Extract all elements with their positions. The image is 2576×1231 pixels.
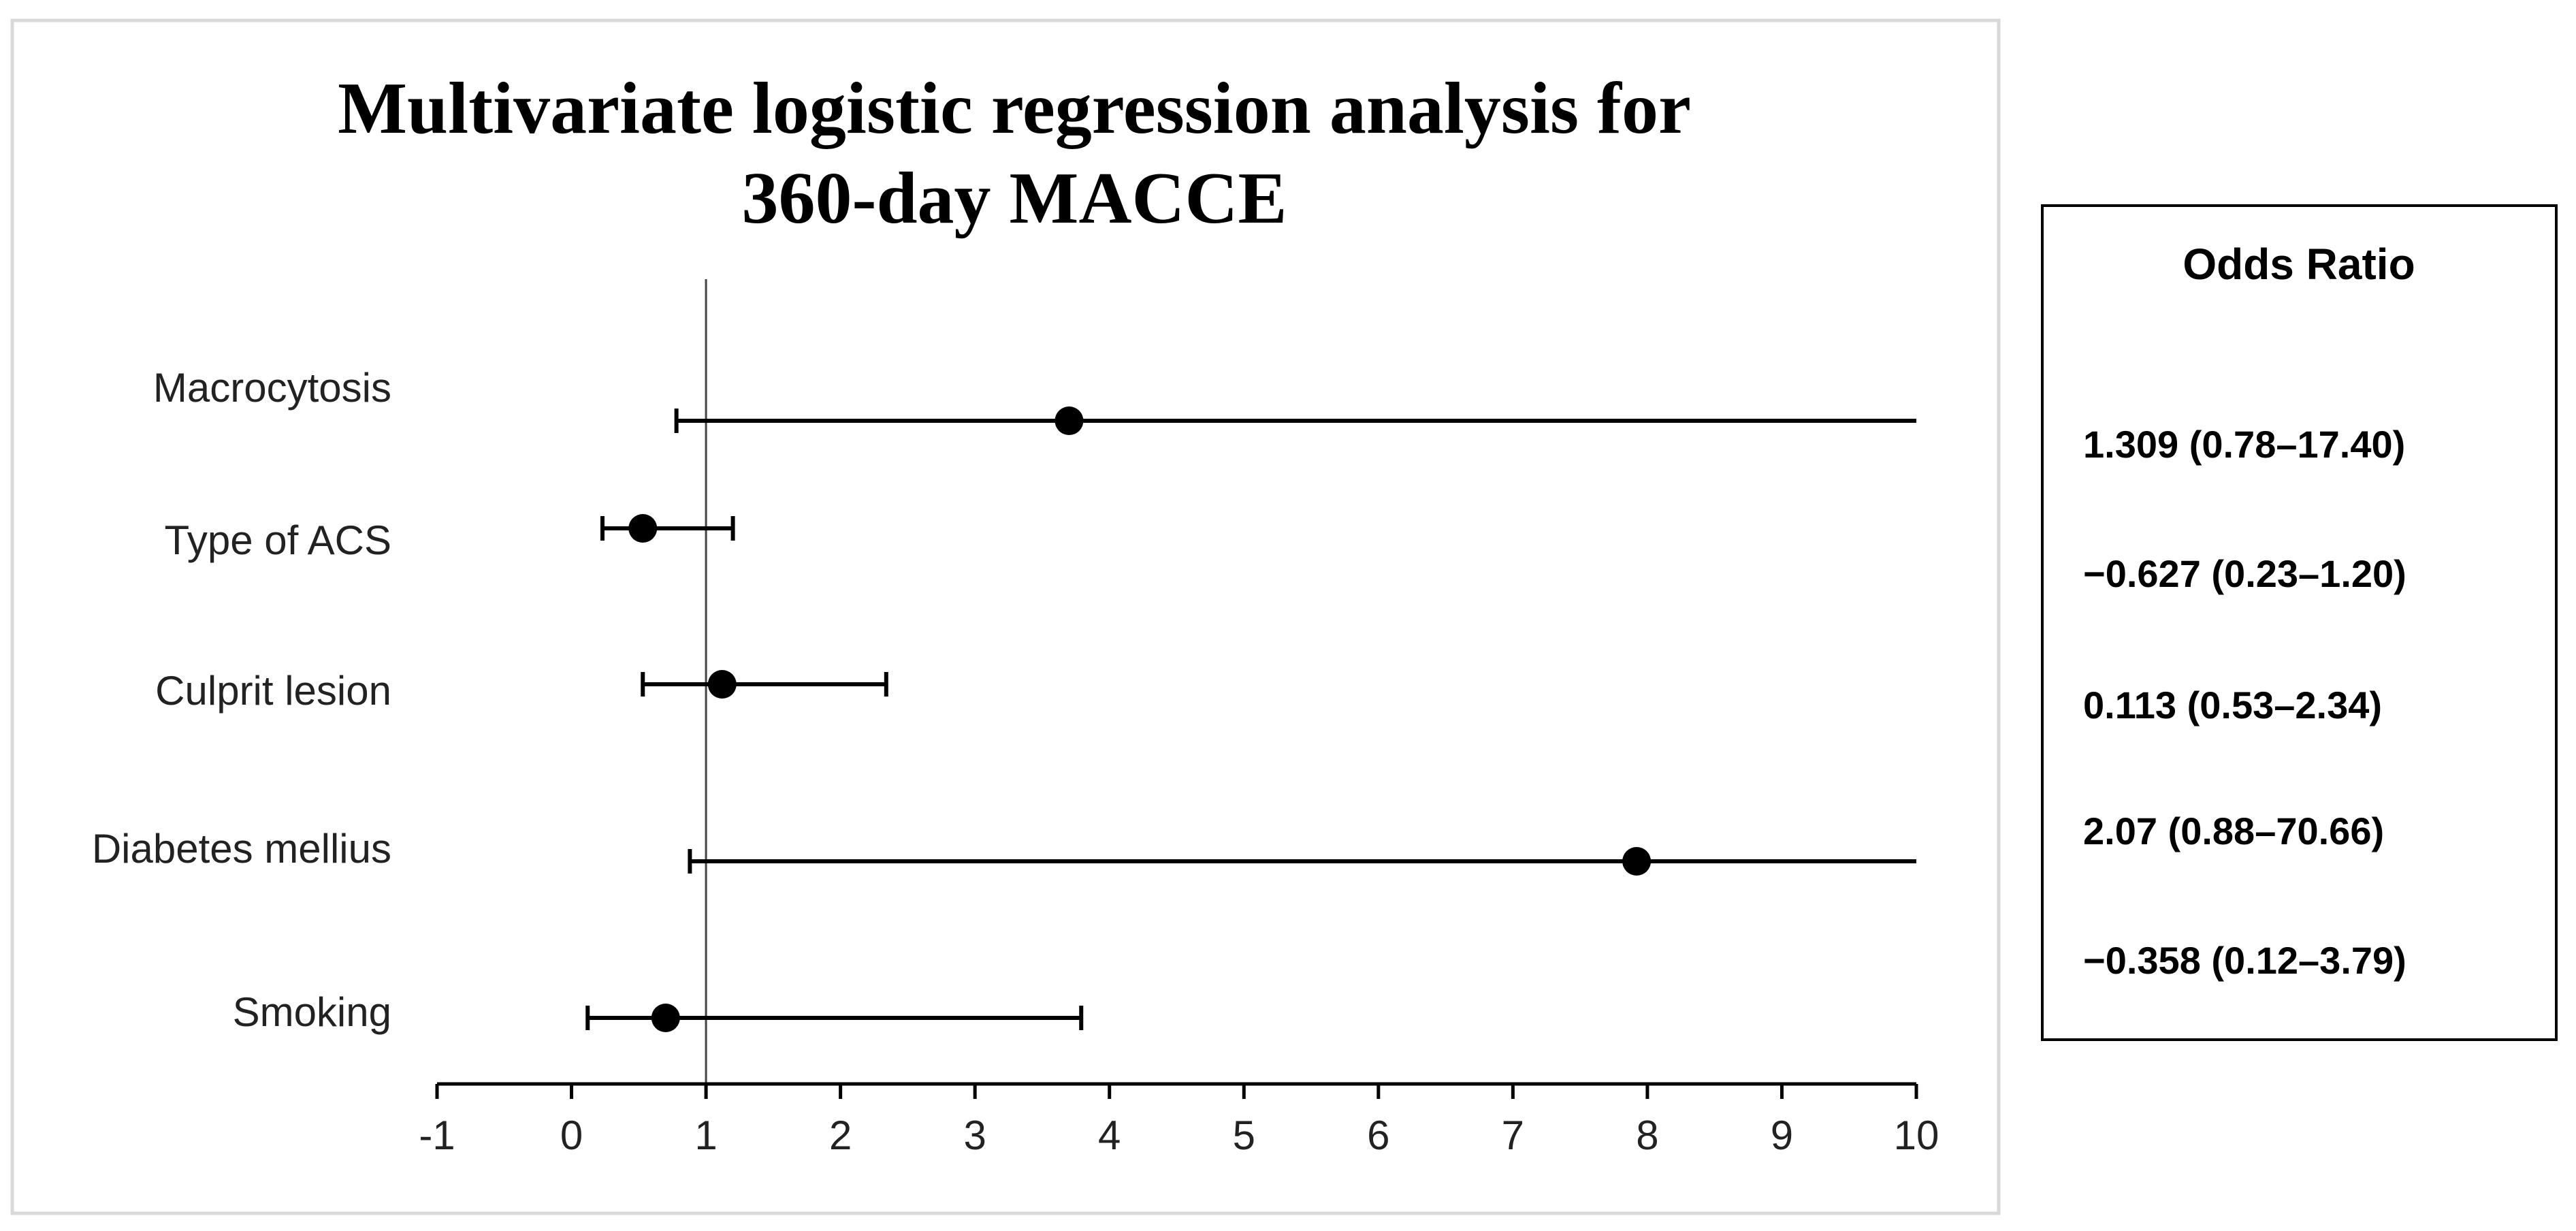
x-tick-label: 4 <box>1098 1113 1121 1158</box>
chart-title-line-1: Multivariate logistic regression analysi… <box>338 68 1691 149</box>
odds-ratio-value: −0.358 (0.12–3.79) <box>2083 939 2406 982</box>
odds-ratio-value: 0.113 (0.53–2.34) <box>2083 684 2382 726</box>
x-tick-label: 10 <box>1894 1113 1939 1158</box>
x-tick-label: 5 <box>1233 1113 1255 1158</box>
point-estimates <box>628 406 1652 1032</box>
chart-title-line-2: 360-day MACCE <box>742 158 1287 239</box>
odds-ratio-value: −0.627 (0.23–1.20) <box>2083 552 2406 595</box>
odds-ratio-title: Odds Ratio <box>2183 240 2415 289</box>
x-tick-label: -1 <box>419 1113 455 1158</box>
x-tick-label: 2 <box>829 1113 852 1158</box>
category-label: Type of ACS <box>164 517 391 563</box>
category-label: Macrocytosis <box>153 365 391 411</box>
point-estimate <box>707 670 737 699</box>
category-label: Culprit lesion <box>155 668 391 714</box>
x-tick-label: 1 <box>694 1113 717 1158</box>
x-tick-label: 8 <box>1636 1113 1658 1158</box>
chart-frame <box>10 18 2001 1215</box>
x-tick-label: 6 <box>1367 1113 1389 1158</box>
category-labels: Macrocytosis Type of ACS Culprit lesion Dia… <box>92 365 391 1035</box>
x-axis: -1 0 1 2 3 4 5 6 7 8 9 10 <box>419 1082 1939 1158</box>
odds-ratio-value: 2.07 (0.88–70.66) <box>2083 810 2384 852</box>
odds-ratio-panel <box>2041 204 2558 1041</box>
odds-ratio-values: 1.309 (0.78–17.40) −0.627 (0.23–1.20) 0.11… <box>2083 423 2406 982</box>
point-estimate <box>1054 406 1084 435</box>
point-estimate <box>1622 847 1652 876</box>
x-tick-label: 3 <box>963 1113 986 1158</box>
category-label: Smoking <box>233 989 391 1035</box>
category-label: Diabetes mellius <box>92 826 391 872</box>
x-tick-label: 7 <box>1502 1113 1524 1158</box>
point-estimate <box>651 1004 680 1032</box>
x-tick-label: 0 <box>560 1113 583 1158</box>
point-estimate <box>628 514 658 543</box>
x-tick-label: 9 <box>1771 1113 1793 1158</box>
odds-ratio-value: 1.309 (0.78–17.40) <box>2083 423 2405 466</box>
